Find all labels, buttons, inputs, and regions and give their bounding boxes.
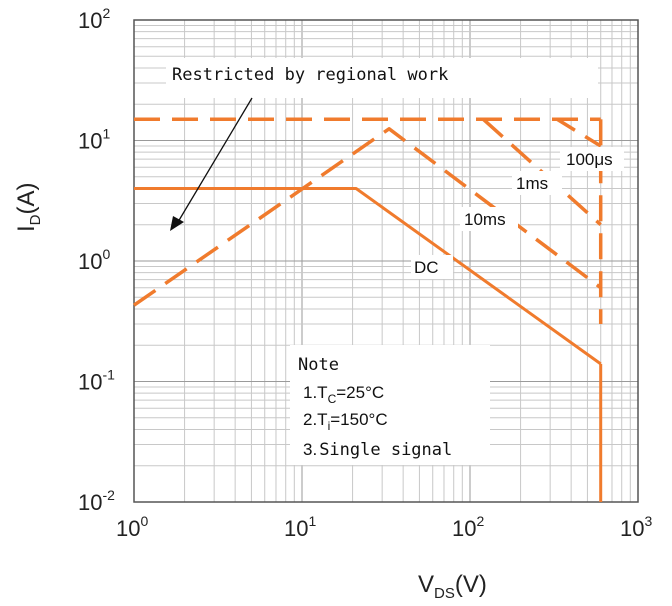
y-tick-exp: 2 <box>102 5 110 21</box>
note-item-3-prefix: 3. <box>303 440 317 459</box>
note-item-1-prefix: 1.T <box>303 383 328 402</box>
y-tick-exp: 1 <box>102 126 110 142</box>
y-axis-title-sub: D <box>27 214 44 225</box>
label-bg-1ms <box>512 171 562 195</box>
series-line-10ms <box>133 127 602 307</box>
x-tick-labels: 100 101 102 103 <box>116 513 652 541</box>
x-axis-title-tail: (V) <box>455 571 487 598</box>
x-axis-title: VDS(V) <box>418 571 487 602</box>
x-tick-label: 100 <box>116 513 148 541</box>
y-axis-title: ID(A) <box>13 182 44 232</box>
x-tick-exp: 0 <box>140 513 148 529</box>
y-axis-title-tail: (A) <box>13 182 40 214</box>
y-tick-base: 10 <box>78 129 102 154</box>
y-tick-exp: -1 <box>102 367 115 383</box>
x-tick-base: 10 <box>116 516 140 541</box>
note-box <box>290 345 490 465</box>
y-tick-exp: 0 <box>102 246 110 262</box>
label-bg-dc <box>411 255 453 279</box>
label-bg-100us <box>560 147 624 171</box>
label-dc: DC <box>414 258 439 277</box>
note-item-2-sub: i <box>328 419 331 433</box>
label-10ms: 10ms <box>464 210 506 229</box>
label-bg-10ms <box>460 207 518 231</box>
restricted-label-box <box>166 58 598 98</box>
note-title: Note <box>298 355 339 375</box>
y-tick-label: 10-1 <box>78 367 115 395</box>
note-item-2: 2.Ti=150°C <box>303 410 388 433</box>
x-tick-label: 102 <box>452 513 484 541</box>
y-tick-base: 10 <box>78 249 102 274</box>
x-tick-label: 103 <box>620 513 652 541</box>
note-item-3-text: Single signal <box>319 440 452 460</box>
x-axis-title-main: V <box>418 571 434 598</box>
restricted-arrow-head <box>170 216 184 231</box>
x-tick-exp: 1 <box>308 513 316 529</box>
note-item-1-suffix: =25°C <box>336 383 384 402</box>
y-tick-base: 10 <box>78 370 102 395</box>
y-tick-base: 10 <box>78 490 102 515</box>
y-tick-label: 10-2 <box>78 487 115 515</box>
note-item-2-prefix: 2.T <box>303 410 328 429</box>
note-item-3: 3. Single signal <box>303 440 452 460</box>
plot-frame <box>133 19 639 503</box>
x-tick-exp: 2 <box>476 513 484 529</box>
series-layer <box>133 117 603 502</box>
x-tick-exp: 3 <box>644 513 652 529</box>
y-tick-exp: -2 <box>102 487 115 503</box>
x-tick-base: 10 <box>284 516 308 541</box>
label-100us: 100μs <box>566 150 613 169</box>
label-1ms: 1ms <box>516 174 548 193</box>
y-tick-base: 10 <box>78 8 102 33</box>
y-tick-label: 102 <box>78 5 110 33</box>
note-item-1-sub: C <box>328 392 337 406</box>
y-tick-label: 101 <box>78 126 110 154</box>
restricted-arrow-line <box>177 97 253 223</box>
restricted-label: Restricted by regional work <box>172 65 448 85</box>
x-axis-title-sub: DS <box>434 585 455 602</box>
series-line-DC <box>134 187 602 366</box>
note-item-2-suffix: =150°C <box>330 410 387 429</box>
x-tick-label: 101 <box>284 513 316 541</box>
x-tick-base: 10 <box>452 516 476 541</box>
y-tick-label: 100 <box>78 246 110 274</box>
note-item-1: 1.TC=25°C <box>303 383 384 406</box>
y-axis-title-main: I <box>13 225 40 232</box>
x-tick-base: 10 <box>620 516 644 541</box>
